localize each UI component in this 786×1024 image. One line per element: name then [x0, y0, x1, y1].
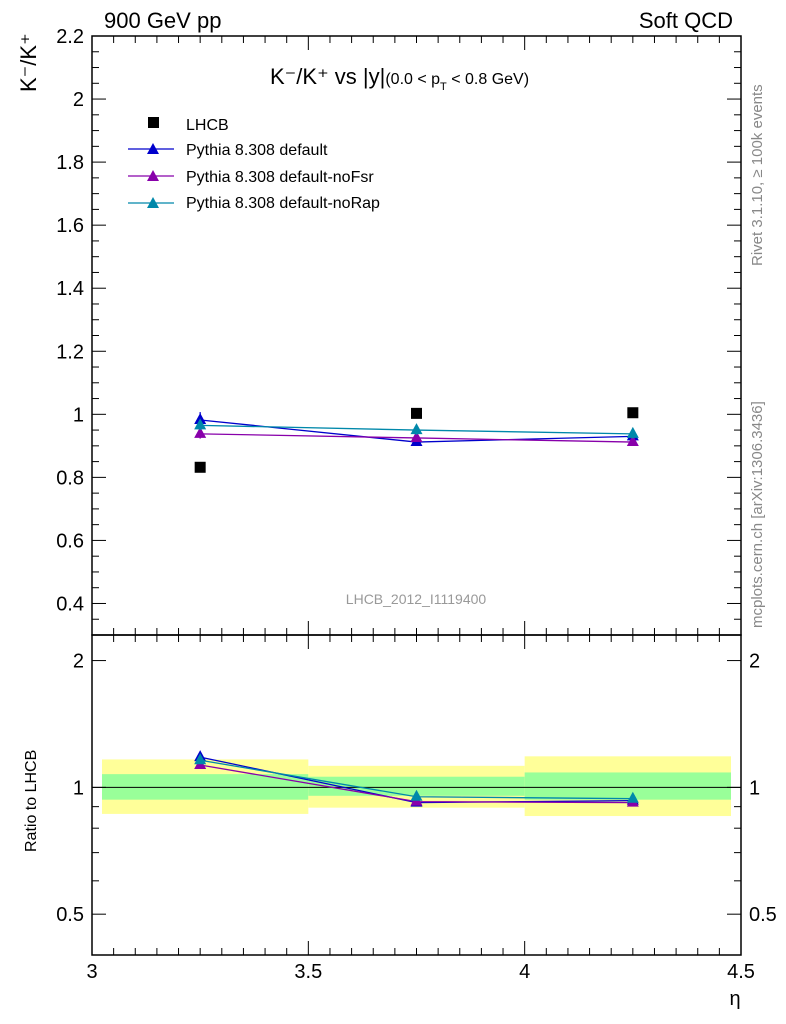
ratio-y-tick-label-right: 0.5	[749, 904, 777, 926]
data-point-lhcb	[627, 407, 639, 419]
ratio-y-tick-label: 1	[73, 777, 84, 799]
main-y-tick-label: 2.2	[56, 26, 84, 48]
x-tick-label: 4.5	[727, 961, 755, 983]
main-y-tick-label: 1.8	[56, 152, 84, 174]
ratio-y-tick-label-right: 1	[749, 777, 760, 799]
ratio-point-series-2	[626, 791, 639, 803]
data-point-series-3	[410, 423, 423, 435]
x-axis-label: η	[729, 988, 740, 1010]
x-tick-label: 3	[86, 961, 97, 983]
ratio-point-series-2	[194, 753, 207, 765]
main-y-tick-label: 0.6	[56, 530, 84, 552]
legend: LHCB Pythia 8.308 default Pythia 8.308 d…	[128, 117, 380, 212]
ratio-y-tick-label-right: 2	[749, 651, 760, 673]
legend-marker-lhcb	[148, 117, 159, 128]
legend-label-nofsr: Pythia 8.308 default-noFsr	[186, 169, 374, 186]
main-y-tick-label: 1.2	[56, 341, 84, 363]
data-point-series-2	[194, 426, 207, 438]
plot-title: K⁻/K⁺ vs |y|(0.0 < pT < 0.8 GeV)	[270, 64, 529, 93]
data-point-series-3	[194, 418, 207, 430]
ratio-point-series-2	[410, 789, 423, 801]
legend-marker-norap	[147, 197, 159, 208]
legend-label-norap: Pythia 8.308 default-noRap	[186, 195, 380, 212]
main-y-tick-label: 0.8	[56, 467, 84, 489]
ratio-y-tick-label: 2	[73, 651, 84, 673]
data-point-series-3	[626, 426, 639, 438]
main-y-tick-label: 0.4	[56, 593, 84, 615]
data-point-lhcb	[411, 407, 422, 419]
ratio-y-tick-label: 0.5	[56, 904, 84, 926]
legend-label-lhcb: LHCB	[186, 117, 229, 134]
ratio-bands-layer	[92, 756, 741, 817]
main-y-tick-label: 1	[73, 404, 84, 426]
ratio-band-inner	[524, 772, 731, 800]
analysis-watermark: LHCB_2012_I1119400	[346, 591, 487, 607]
main-y-tick-label: 1.6	[56, 215, 84, 237]
axes-ticks-layer: 0.4 0.6 0.8 1 1.2 1.4 1.6 1.8 2 2.2 3 3.5 4 4.5 0.5 0.5…	[56, 26, 777, 983]
x-tick-label: 4	[519, 961, 530, 983]
legend-marker-default	[147, 143, 159, 154]
series-layer	[194, 407, 639, 807]
x-tick-label: 3.5	[294, 961, 322, 983]
legend-label-default: Pythia 8.308 default	[186, 142, 328, 159]
header-right-label: Soft QCD	[639, 8, 733, 33]
data-point-lhcb	[194, 461, 206, 473]
rivet-label: Rivet 3.1.10, ≥ 100k events	[749, 84, 766, 266]
main-y-tick-label: 2	[73, 89, 84, 111]
mcplots-label: mcplots.cern.ch [arXiv:1306.3436]	[749, 401, 766, 628]
legend-marker-nofsr	[147, 170, 159, 181]
ratio-y-axis-label: Ratio to LHCB	[23, 750, 40, 852]
data-point-series-2	[626, 435, 639, 447]
main-y-axis-label: K⁻/K⁺	[16, 33, 41, 92]
main-y-tick-label: 1.4	[56, 278, 84, 300]
header-left-label: 900 GeV pp	[104, 8, 221, 33]
data-point-series-2	[410, 430, 423, 442]
